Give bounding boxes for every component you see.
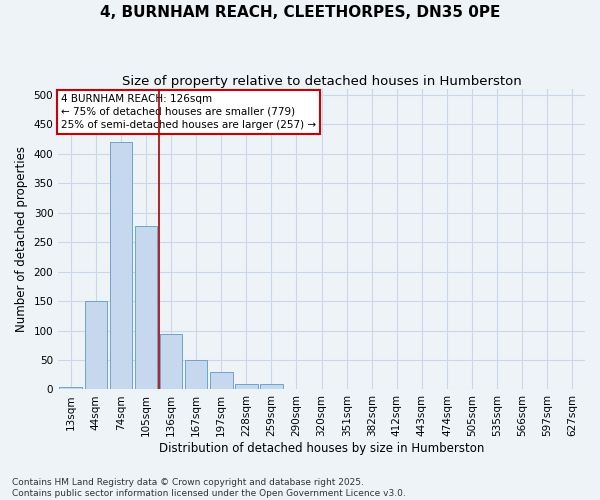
Bar <box>235 384 257 390</box>
Text: 4, BURNHAM REACH, CLEETHORPES, DN35 0PE: 4, BURNHAM REACH, CLEETHORPES, DN35 0PE <box>100 5 500 20</box>
Bar <box>85 301 107 390</box>
Y-axis label: Number of detached properties: Number of detached properties <box>15 146 28 332</box>
Bar <box>260 384 283 390</box>
X-axis label: Distribution of detached houses by size in Humberston: Distribution of detached houses by size … <box>159 442 484 455</box>
Bar <box>59 386 82 390</box>
Text: Contains HM Land Registry data © Crown copyright and database right 2025.
Contai: Contains HM Land Registry data © Crown c… <box>12 478 406 498</box>
Bar <box>210 372 233 390</box>
Bar <box>185 360 208 390</box>
Title: Size of property relative to detached houses in Humberston: Size of property relative to detached ho… <box>122 75 521 88</box>
Bar <box>134 226 157 390</box>
Bar <box>110 142 132 390</box>
Text: 4 BURNHAM REACH: 126sqm
← 75% of detached houses are smaller (779)
25% of semi-d: 4 BURNHAM REACH: 126sqm ← 75% of detache… <box>61 94 316 130</box>
Bar <box>160 334 182 390</box>
